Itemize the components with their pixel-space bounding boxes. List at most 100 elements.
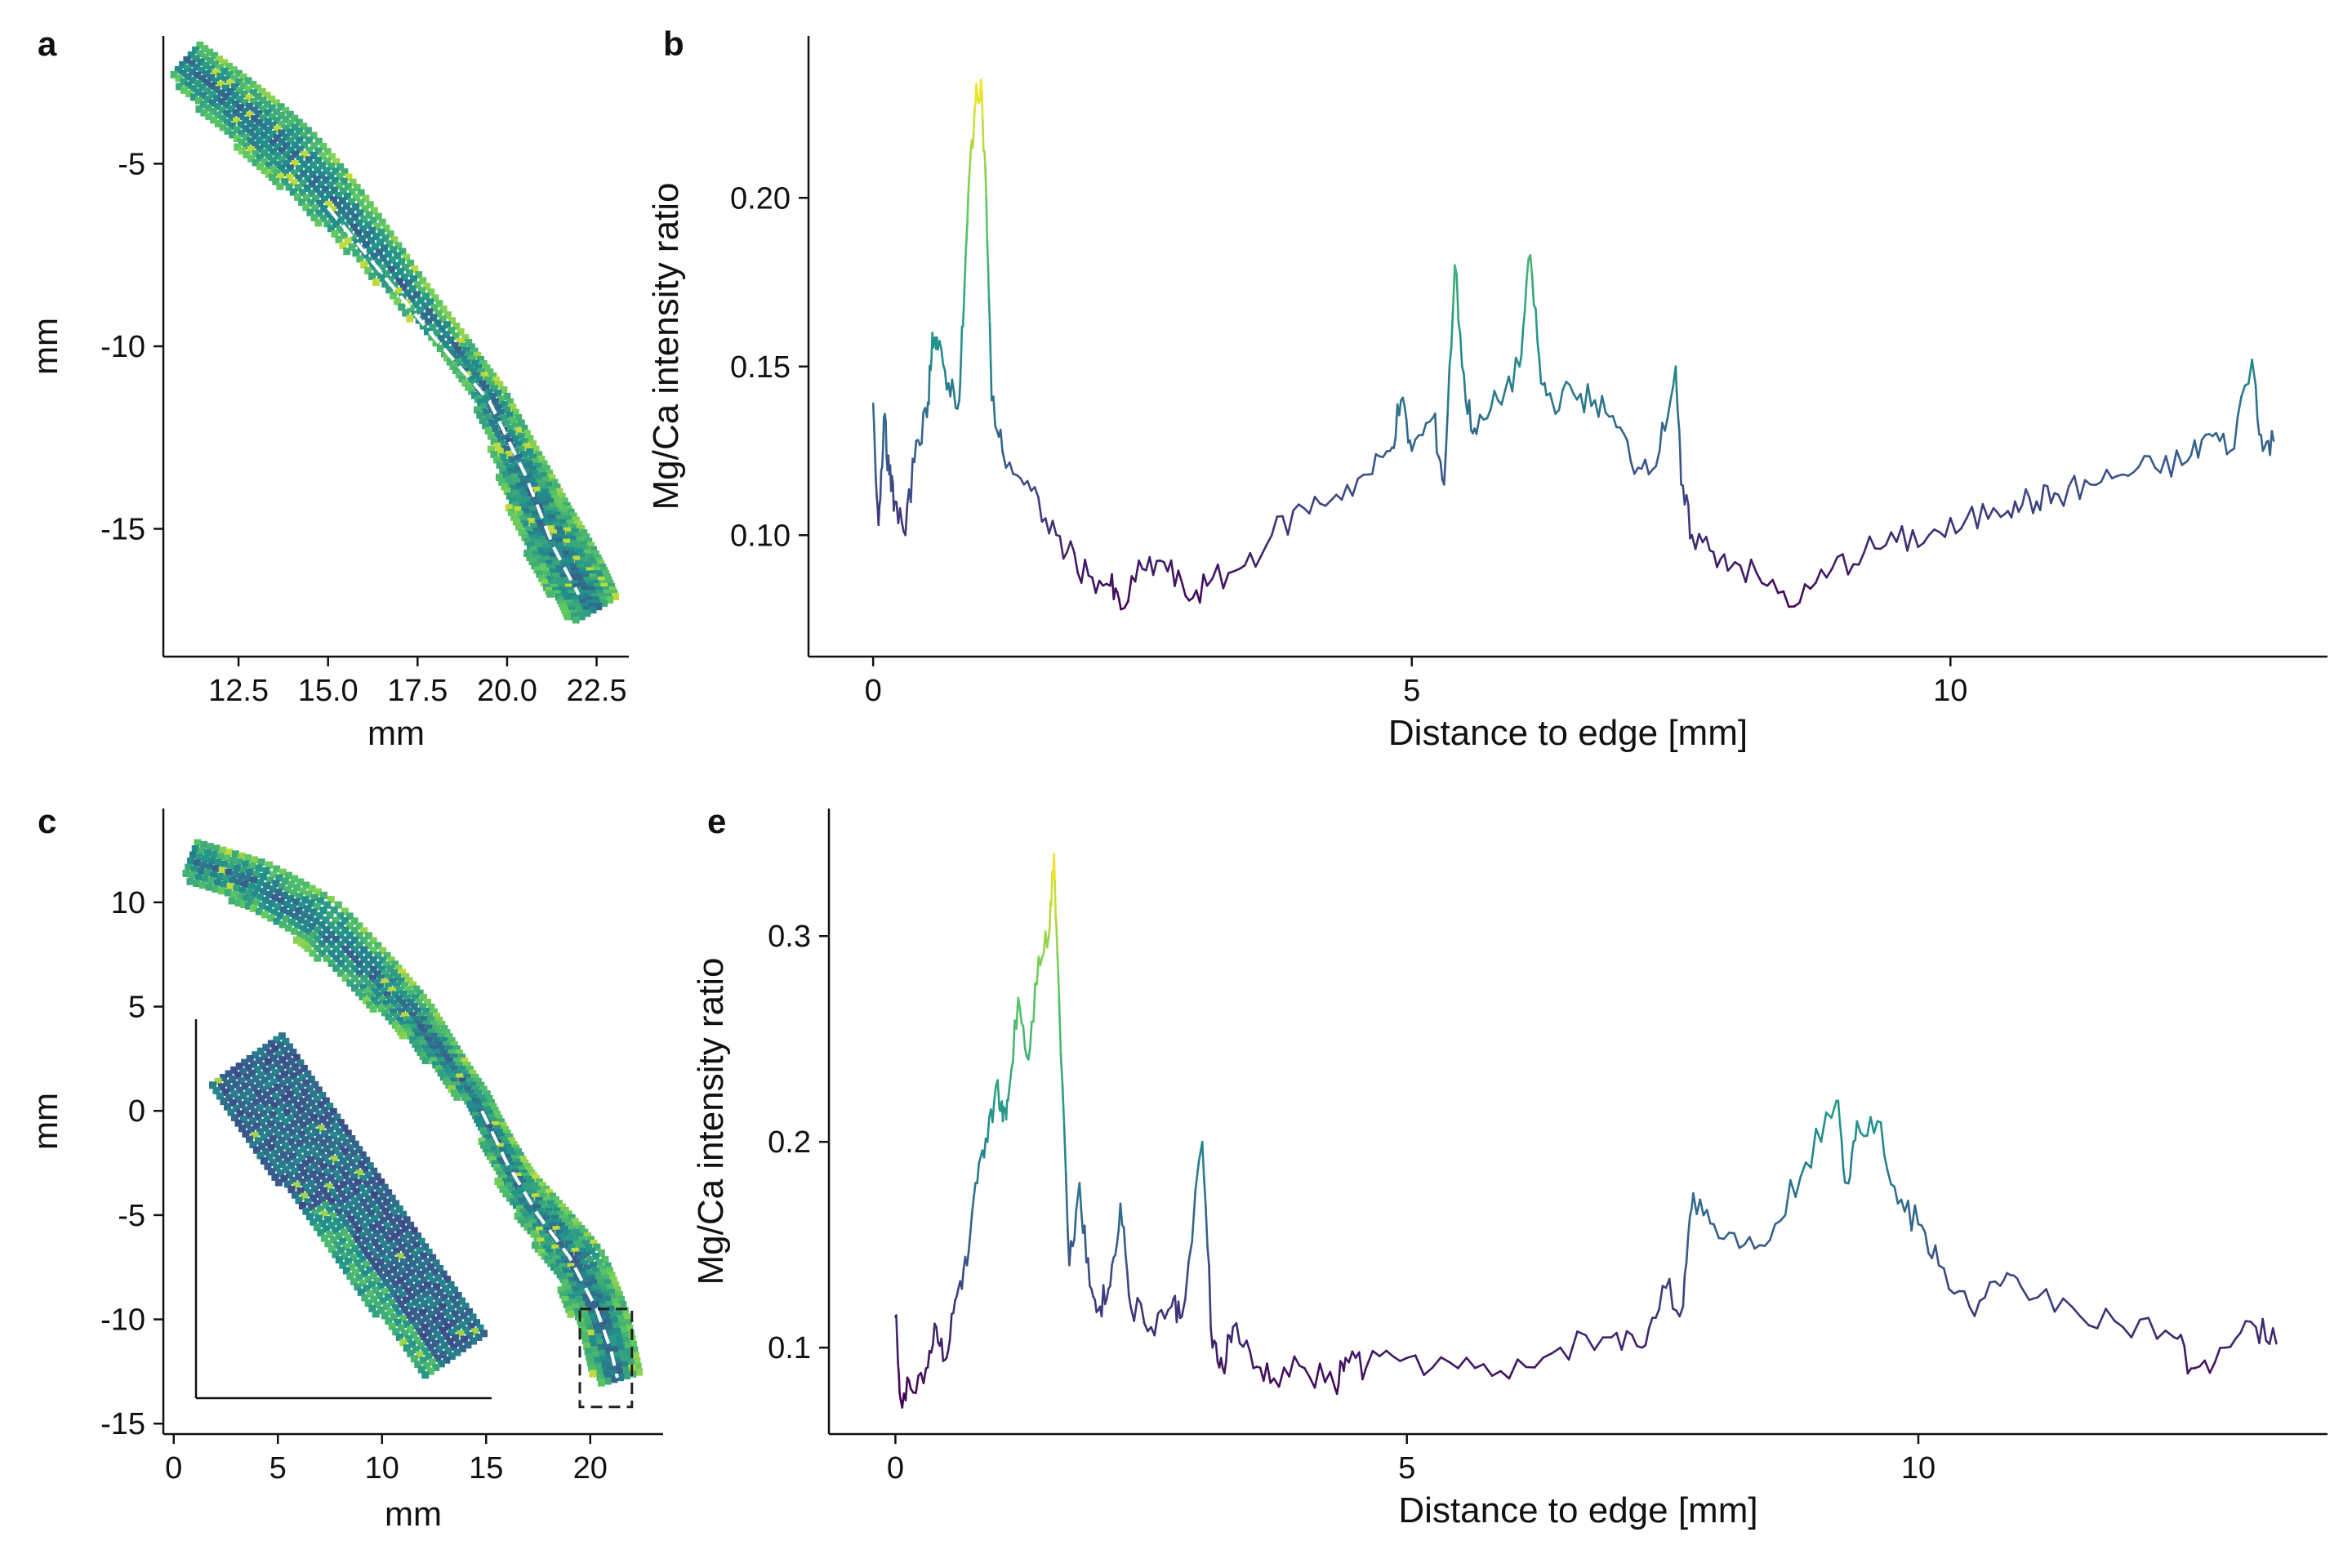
panel-a-heatmap-pixel (430, 314, 438, 322)
panel-c-heatmap-pixel (355, 979, 363, 987)
panel-c-inset-pixel (307, 1076, 315, 1084)
panel-a-heatmap-pixel (198, 75, 206, 83)
panel-a-heatmap-pixel (269, 139, 277, 147)
panel-c-inset-pixel (344, 1258, 352, 1266)
panel-a-heatmap-pixel (528, 440, 537, 448)
panel-e-line-segment (1365, 1349, 1374, 1370)
panel-c-inset-pixel (421, 1348, 429, 1356)
panel-c-heatmap-pixel (619, 1326, 627, 1334)
panel-c-inset-pixel (250, 1084, 258, 1092)
panel-e-line-segment (1682, 1273, 1686, 1308)
panel-c-heatmap-pixel (626, 1353, 634, 1361)
panel-a-heatmap-pixel (242, 116, 250, 124)
panel-a-heatmap-pixel (281, 178, 289, 186)
panel-c-inset-pixel (324, 1240, 332, 1248)
panel-c-heatmap-pixel (466, 1077, 474, 1085)
panel-e-line-segment (2070, 1305, 2082, 1318)
panel-a-heatmap-pixel (335, 235, 343, 243)
panel-c-heatmap-pixel (372, 978, 381, 987)
panel-b-line-segment (1809, 581, 1817, 590)
panel-a-heatmap-pixel (340, 231, 348, 239)
panel-c-heatmap-pixel (421, 1045, 430, 1053)
panel-b-line-segment (910, 457, 914, 504)
panel-b-line-segment (1116, 590, 1120, 601)
panel-c-inset-pixel (282, 1037, 290, 1045)
panel-a-heatmap-pixel (525, 461, 533, 469)
panel-e-line-segment (1335, 1383, 1340, 1395)
panel-e-line-segment (2036, 1288, 2047, 1298)
panel-c-heatmap-pixel (432, 1061, 440, 1069)
panel-c-inset-pixel (326, 1126, 334, 1134)
panel-c-inset-pixel (288, 1105, 296, 1113)
panel-a-heatmap-pixel (340, 177, 348, 185)
panel-b-line-segment (1330, 493, 1338, 502)
panel-c-transect-line (480, 1110, 619, 1379)
panel-a-heatmap-pixel (366, 247, 374, 255)
panel-c-inset-pixel (260, 1109, 268, 1117)
panel-a-heatmap-pixel (357, 189, 365, 197)
panel-a-heatmap-pixel (250, 106, 258, 114)
panel-c-heatmap-pixel (604, 1262, 612, 1270)
panel-c-heatmap-pixel (405, 977, 413, 985)
panel-c-heatmap-pixel (341, 926, 350, 934)
panel-b-line-segment (1033, 486, 1040, 499)
panel-c-heatmap-pixel (582, 1315, 590, 1323)
panel-c-inset-pixel (309, 1170, 317, 1178)
panel-c-inset-pixel (223, 1079, 231, 1087)
panel-c-heatmap-pixel (443, 1053, 451, 1061)
panel-a-heatmap-pixel (406, 314, 414, 323)
panel-c-inset-pixel (442, 1285, 450, 1293)
panel-b-line-segment (2046, 484, 2052, 505)
panel-c-heatmap-pixel (615, 1368, 623, 1376)
panel-c-inset-pixel (225, 1094, 234, 1102)
panel-b-line-segment (2132, 466, 2140, 474)
panel-c-inset-pixel (280, 1047, 288, 1055)
panel-b-line-segment (1468, 399, 1472, 431)
panel-c-heatmap-pixel (499, 1160, 507, 1169)
panel-c-heatmap-pixel (206, 862, 214, 871)
panel-c-heatmap-pixel (299, 887, 307, 895)
panel-a-heatmap-pixel (196, 50, 204, 58)
panel-a-heatmap-pixel (299, 179, 307, 187)
panel-c-inset-pixel (403, 1320, 411, 1328)
panel-b-line-segment (871, 402, 875, 425)
panel-e-line-segment (947, 1338, 951, 1352)
panel-c-heatmap-pixel (572, 1270, 580, 1278)
panel-c-inset-pixel (404, 1311, 412, 1319)
panel-a-heatmap-pixel (508, 416, 516, 425)
panel-c-heatmap-pixel (390, 1008, 398, 1016)
panel-c-heatmap-pixel (495, 1129, 503, 1137)
panel-c-inset-pixel (309, 1194, 317, 1202)
panel-a-heatmap-pixel (415, 271, 423, 279)
panel-a-heatmap-pixel (514, 466, 522, 474)
panel-a-heatmap-pixel (392, 261, 400, 270)
panel-a-heatmap-pixel (452, 323, 461, 331)
panel-c-inset-pixel (400, 1306, 408, 1314)
panel-a-heatmap-pixel (482, 384, 490, 392)
panel-c-heatmap-pixel (191, 865, 199, 873)
panel-a-heatmap-pixel (216, 56, 224, 64)
panel-c-inset-pixel (310, 1138, 318, 1146)
panel-a-heatmap-pixel (433, 329, 441, 337)
panel-e-line-segment (1849, 1153, 1853, 1178)
panel-a-heatmap-pixel (386, 276, 394, 284)
panel-c-heatmap-pixel (450, 1041, 458, 1049)
panel-c-inset-pixel (379, 1297, 387, 1305)
panel-c-inset-pixel (466, 1307, 474, 1316)
panel-b-line-segment (1793, 601, 1801, 608)
panel-a-heatmap-pixel (212, 77, 220, 85)
panel-c-x-tick-label: 20 (573, 1451, 608, 1486)
panel-a-heatmap-pixel (468, 387, 476, 395)
panel-c-inset-pixel (381, 1254, 390, 1263)
panel-c-inset-pixel (302, 1207, 310, 1215)
panel-a-heatmap-pixel (525, 501, 533, 509)
panel-c-inset-pixel (307, 1179, 315, 1187)
panel-c-heatmap-pixel (337, 969, 345, 978)
panel-a-heatmap-pixel (555, 514, 564, 523)
panel-e-line-segment (982, 1137, 987, 1159)
panel-a-heatmap-pixel (227, 96, 235, 105)
panel-b-line-segment (1026, 479, 1032, 492)
panel-c-inset-pixel (352, 1187, 360, 1196)
panel-a-heatmap-pixel (514, 427, 522, 435)
panel-e-x-axis-label: Distance to edge [mm] (1398, 1490, 1757, 1530)
